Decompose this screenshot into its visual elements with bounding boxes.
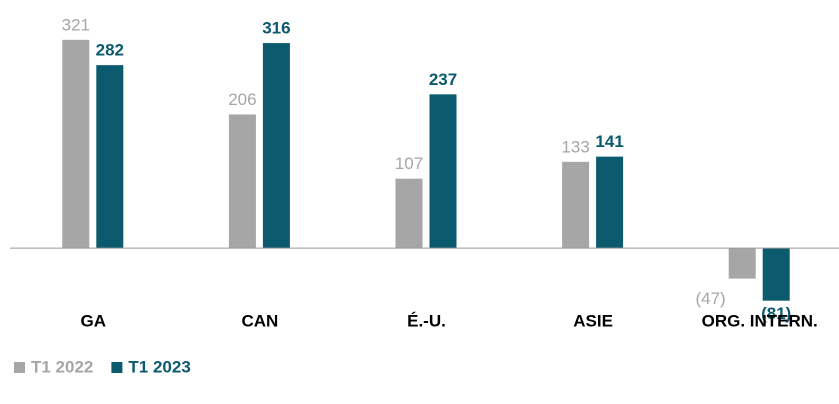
value-label: 321 [62,15,90,34]
bar [762,248,790,301]
x-tick-label: É.-U. [407,311,446,330]
value-label: 237 [429,70,457,89]
value-label: 206 [228,90,256,109]
bar [596,156,624,249]
bar [262,43,290,249]
x-tick-label: ORG. INTERN. [702,311,818,330]
bar [62,39,90,249]
legend-label: T1 2023 [128,357,190,376]
x-tick-label: ASIE [573,311,613,330]
bar [395,178,423,249]
value-label: (81) [761,304,791,323]
value-label: 282 [96,41,124,60]
legend-swatch [14,362,25,373]
bar [228,114,256,249]
value-label: 316 [262,19,290,38]
x-tick-label: CAN [241,311,278,330]
bar [429,94,457,249]
bar [728,248,756,279]
value-label: (47) [695,289,725,308]
value-label: 141 [595,132,623,151]
x-tick-label: GA [81,311,107,330]
bar [96,65,124,249]
bar [562,161,590,249]
legend-label: T1 2022 [31,357,93,376]
value-label: 107 [395,154,423,173]
value-label: 133 [561,137,589,156]
legend-swatch [111,362,123,373]
